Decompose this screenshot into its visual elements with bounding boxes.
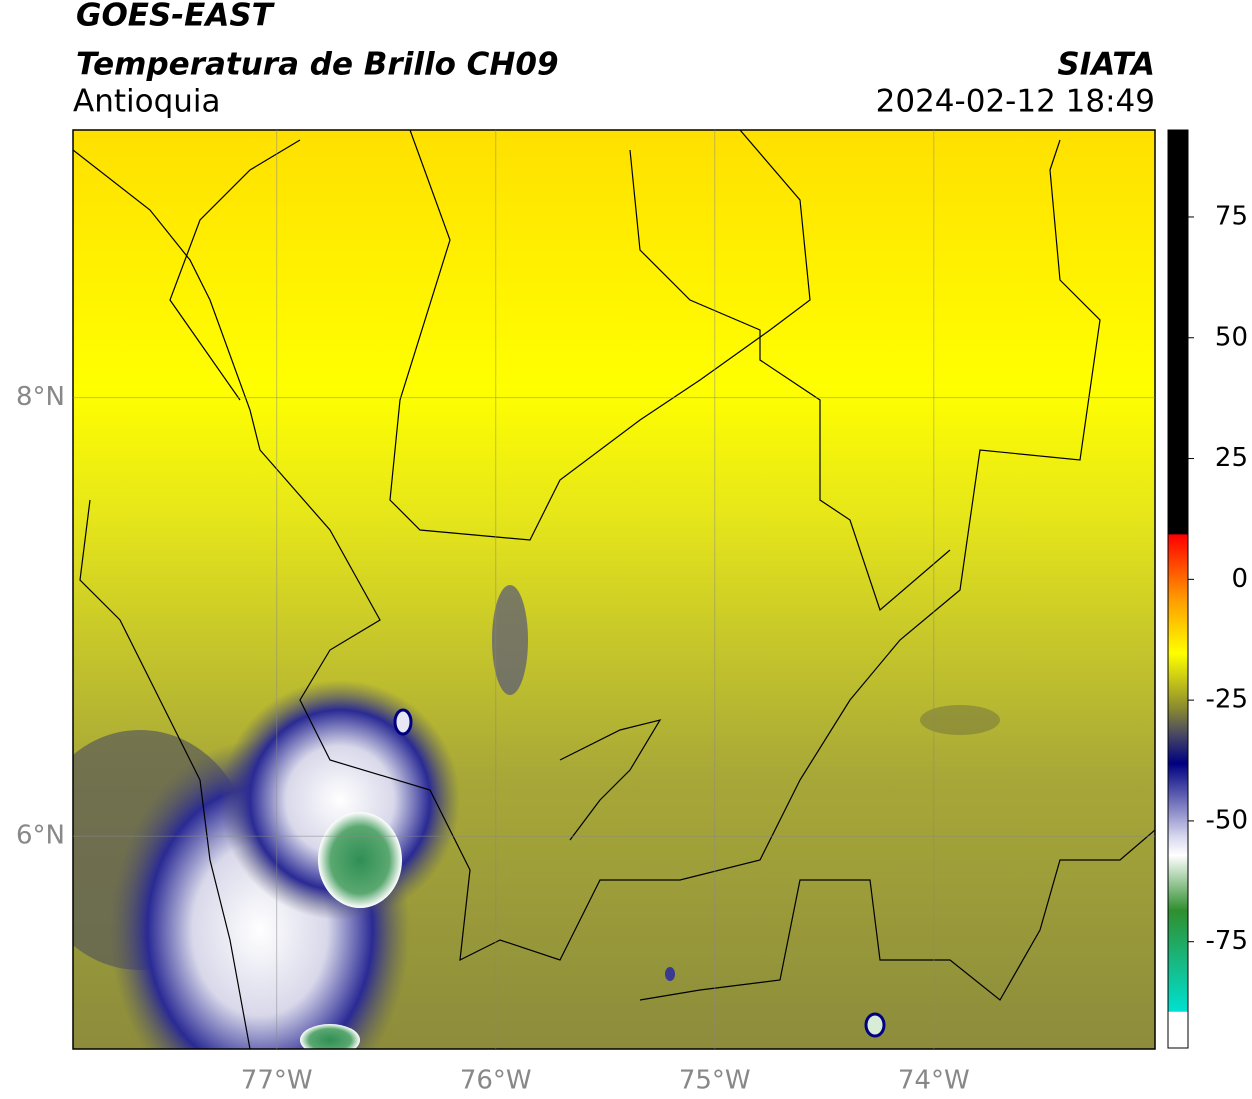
colorbar-tick-label: -75	[1206, 926, 1248, 956]
subtitle: Temperatura de Brillo CH09	[76, 47, 559, 83]
colorbar-tick-label: 0	[1231, 564, 1248, 594]
datetime: 2024-02-12 18:49	[876, 84, 1155, 120]
x-tick-label: 75°W	[679, 1066, 751, 1096]
satellite-image	[73, 130, 1155, 1049]
colorbar-tick-label: 75	[1215, 201, 1248, 231]
x-tick-label: 74°W	[898, 1066, 970, 1096]
colorbar-tick-label: 50	[1215, 322, 1248, 352]
x-tick-label: 76°W	[460, 1066, 532, 1096]
x-tick-label: 77°W	[241, 1066, 313, 1096]
colorbar-tick-label: -25	[1206, 685, 1248, 715]
title: GOES-EAST	[76, 0, 276, 34]
colorbar	[1167, 129, 1189, 1049]
source: SIATA	[1057, 47, 1155, 83]
colorbar-tick-label: 25	[1215, 443, 1248, 473]
map-frame	[72, 129, 1156, 1050]
y-tick-label: 8°N	[16, 382, 65, 412]
region: Antioquia	[73, 84, 221, 120]
y-tick-label: 6°N	[16, 821, 65, 851]
colorbar-tick-label: -50	[1206, 805, 1248, 835]
